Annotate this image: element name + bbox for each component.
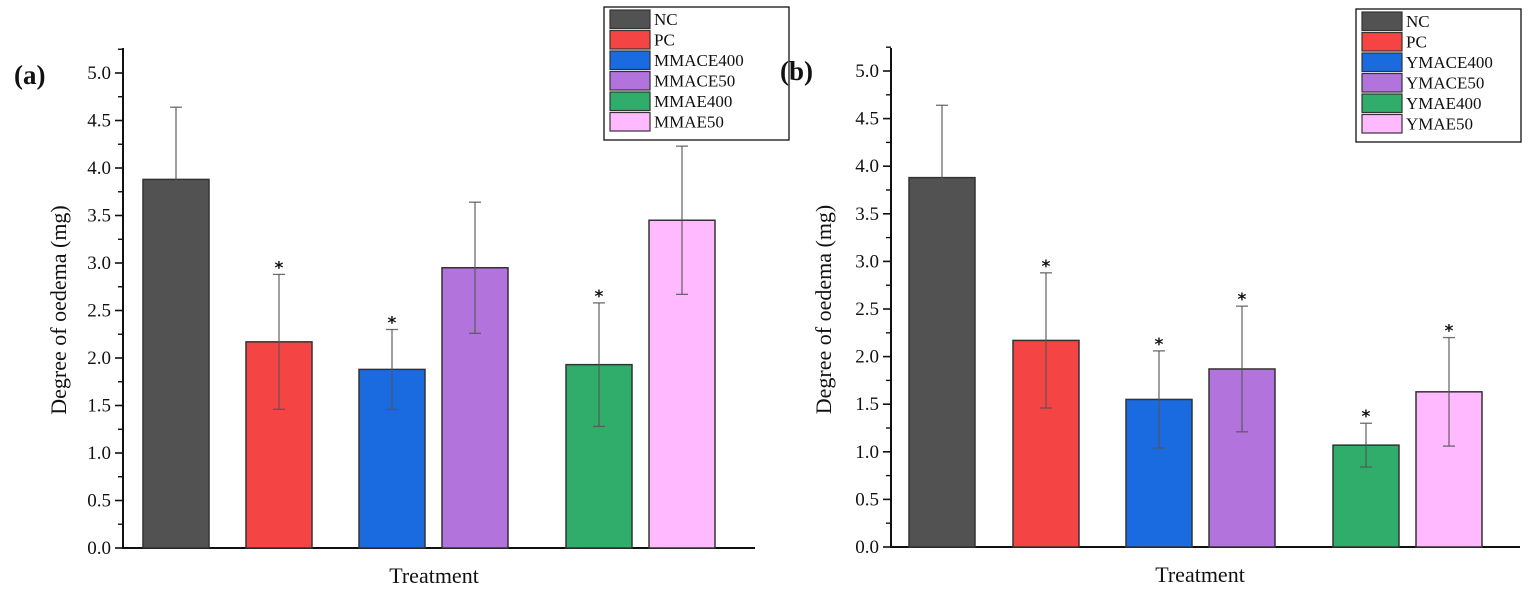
significance-star: * bbox=[1238, 290, 1247, 310]
y-tick-label: 3.5 bbox=[855, 204, 879, 225]
significance-star: * bbox=[1362, 407, 1371, 427]
y-tick-label: 1.5 bbox=[87, 396, 111, 417]
error-bar bbox=[936, 104, 948, 251]
y-tick-label: 2.5 bbox=[87, 301, 111, 322]
legend-label-ymace50: YMACE50 bbox=[1406, 74, 1484, 93]
y-tick-label: 3.0 bbox=[87, 253, 111, 274]
significance-star: * bbox=[275, 258, 284, 278]
y-axis-title: Degree of oedema (mg) bbox=[811, 205, 836, 415]
legend-label-mmace400: MMACE400 bbox=[654, 51, 744, 70]
legend-swatch-mmae50 bbox=[609, 111, 651, 132]
panel-label: (a) bbox=[14, 60, 45, 90]
significance-star: * bbox=[1042, 257, 1051, 277]
y-tick-label: 1.5 bbox=[855, 394, 879, 415]
significance-star: * bbox=[595, 287, 604, 307]
significance-star: * bbox=[1445, 322, 1454, 342]
legend-swatch-pc bbox=[609, 29, 651, 50]
y-tick-label: 3.5 bbox=[87, 206, 111, 227]
y-tick-label: 4.5 bbox=[87, 111, 111, 132]
panel-a: (a) 0.0 0.5 1.0 1.5 2.0 2.5 3.0 3.5 4.0 4.5 5.0 Degr… bbox=[14, 6, 790, 588]
legend-swatch-ymace50 bbox=[1361, 72, 1403, 93]
y-tick-label: 2.5 bbox=[855, 299, 879, 320]
error-bar bbox=[170, 106, 182, 253]
y-tick-label: 4.0 bbox=[855, 156, 879, 177]
legend-label-nc: NC bbox=[654, 10, 678, 29]
error-bar bbox=[1040, 272, 1052, 409]
y-tick-label: 1.0 bbox=[855, 442, 879, 463]
legend-swatch-pc bbox=[1361, 31, 1403, 52]
legend-swatch-mmae400 bbox=[609, 91, 651, 112]
y-tick-label: 3.0 bbox=[855, 251, 879, 272]
legend-label-ymace400: YMACE400 bbox=[1406, 53, 1493, 72]
legend-label-mmae50: MMAE50 bbox=[654, 113, 724, 132]
error-bar bbox=[469, 201, 481, 334]
y-tick-label: 4.5 bbox=[855, 109, 879, 130]
error-bar bbox=[1360, 422, 1372, 468]
legend-swatch-nc bbox=[1361, 11, 1403, 32]
legend-label-nc: NC bbox=[1406, 12, 1430, 31]
panel-b: (b) 0.0 0.5 1.0 1.5 2.0 2.5 3.0 3.5 4.0 4.5 5.0 Degr… bbox=[780, 8, 1522, 587]
legend-label-mmace50: MMACE50 bbox=[654, 72, 735, 91]
y-tick-label: 4.0 bbox=[87, 158, 111, 179]
y-tick-label: 0.5 bbox=[855, 489, 879, 510]
y-tick-label: 2.0 bbox=[87, 348, 111, 369]
legend-label-pc: PC bbox=[654, 31, 675, 50]
legend-label-ymae400: YMAE400 bbox=[1406, 94, 1482, 113]
y-tick-label: 0.0 bbox=[855, 537, 879, 558]
legend-swatch-nc bbox=[609, 9, 651, 30]
panel-label: (b) bbox=[780, 56, 813, 86]
error-bar bbox=[676, 145, 688, 296]
error-bar bbox=[273, 273, 285, 410]
legend-swatch-ymae400 bbox=[1361, 93, 1403, 114]
y-tick-label: 0.5 bbox=[87, 491, 111, 512]
error-bar bbox=[386, 328, 398, 410]
y-tick-label: 2.0 bbox=[855, 347, 879, 368]
significance-star: * bbox=[388, 314, 397, 334]
x-axis-title: Treatment bbox=[389, 563, 479, 588]
legend-label-pc: PC bbox=[1406, 33, 1427, 52]
error-bar bbox=[1236, 305, 1248, 433]
y-tick-label: 5.0 bbox=[87, 63, 111, 84]
legend-swatch-mmace400 bbox=[609, 50, 651, 71]
legend-label-mmae400: MMAE400 bbox=[654, 92, 732, 111]
significance-star: * bbox=[1155, 335, 1164, 355]
y-tick-label: 5.0 bbox=[855, 61, 879, 82]
x-axis-title: Treatment bbox=[1155, 562, 1245, 587]
legend-swatch-ymace400 bbox=[1361, 52, 1403, 73]
y-tick-label: 0.0 bbox=[87, 538, 111, 559]
error-bar bbox=[593, 302, 605, 428]
error-bar bbox=[1153, 350, 1165, 449]
error-bar bbox=[1443, 336, 1455, 447]
y-axis-title: Degree of oedema (mg) bbox=[46, 205, 71, 415]
y-tick-label: 1.0 bbox=[87, 443, 111, 464]
legend-swatch-ymae50 bbox=[1361, 113, 1403, 134]
legend-label-ymae50: YMAE50 bbox=[1406, 115, 1473, 134]
legend-swatch-mmace50 bbox=[609, 70, 651, 91]
